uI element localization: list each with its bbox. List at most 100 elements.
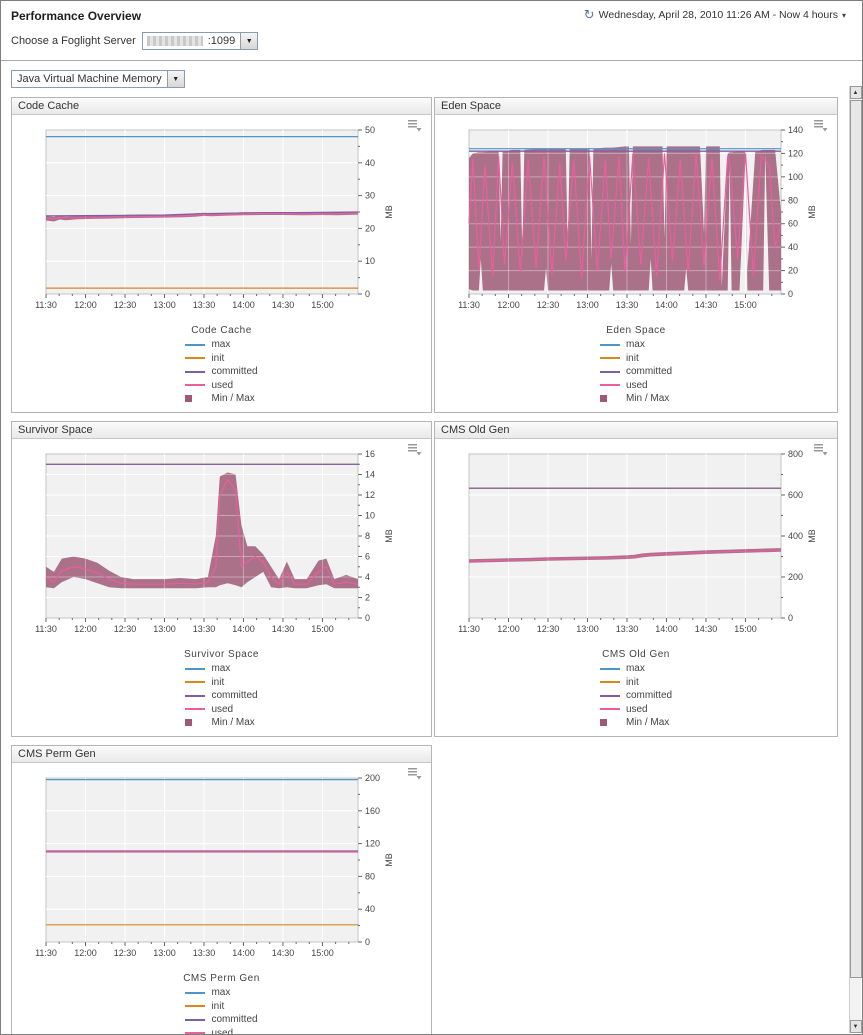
legend-label: used bbox=[211, 1027, 234, 1035]
svg-text:14:00: 14:00 bbox=[655, 624, 678, 634]
legend-item-init: init bbox=[185, 352, 257, 366]
svg-text:MB: MB bbox=[807, 205, 817, 219]
chart-menu-icon[interactable] bbox=[408, 767, 422, 780]
svg-text:11:30: 11:30 bbox=[458, 300, 480, 310]
legend-swatch-used bbox=[599, 708, 620, 711]
legend-label: max bbox=[211, 339, 231, 351]
legend-label: max bbox=[625, 339, 645, 351]
chart-menu-icon[interactable] bbox=[408, 119, 422, 132]
legend-item-init: init bbox=[599, 676, 672, 690]
series-committed bbox=[45, 211, 359, 217]
axis-ticks bbox=[45, 129, 362, 298]
legend-swatch-init bbox=[185, 357, 206, 360]
legend-item-max: max bbox=[599, 338, 672, 352]
header-separator bbox=[1, 60, 862, 61]
svg-text:15:00: 15:00 bbox=[311, 948, 334, 958]
scroll-down-icon[interactable]: ▼ bbox=[849, 1020, 862, 1033]
gridlines bbox=[46, 454, 358, 618]
svg-text:50: 50 bbox=[365, 125, 375, 135]
legend-item-committed: committed bbox=[185, 1013, 258, 1027]
svg-text:80: 80 bbox=[788, 195, 798, 205]
svg-text:12:30: 12:30 bbox=[114, 624, 137, 634]
svg-text:600: 600 bbox=[788, 490, 803, 500]
svg-text:8: 8 bbox=[365, 531, 370, 541]
svg-text:14:30: 14:30 bbox=[695, 300, 718, 310]
legend-title: CMS Perm Gen bbox=[183, 973, 260, 984]
legend-label: Min / Max bbox=[625, 393, 670, 405]
legend-title: Code Cache bbox=[191, 325, 252, 336]
chart-menu-icon[interactable] bbox=[408, 443, 422, 456]
chart-menu-icon[interactable] bbox=[814, 119, 828, 132]
legend-label: init bbox=[211, 1000, 225, 1012]
legend-item-max: max bbox=[185, 662, 257, 676]
panel-title: Survivor Space bbox=[12, 422, 431, 439]
chart-legend: Code Cache max init committed used Min / Max bbox=[12, 325, 431, 407]
legend-item-max: max bbox=[185, 338, 257, 352]
legend-label: max bbox=[211, 987, 231, 999]
legend-label: init bbox=[211, 676, 225, 688]
panel-body: 0 2 4 6 8 10 12 14 16 11:30 12:00 12:30 13:00 13:30 14… bbox=[12, 439, 431, 731]
svg-text:120: 120 bbox=[788, 148, 803, 158]
panel-body: 0 20 40 60 80 100 120 140 11:30 12:00 12:30 13:00 13… bbox=[435, 115, 837, 407]
time-range-icon: ↻ bbox=[583, 7, 595, 22]
svg-text:12:30: 12:30 bbox=[537, 624, 560, 634]
legend-label: Min / Max bbox=[211, 717, 255, 729]
legend-label: used bbox=[211, 703, 234, 715]
panel-body: 0 10 20 30 40 50 11:30 12:00 12:30 13:00 13:30 14:0… bbox=[12, 115, 431, 407]
svg-text:14:30: 14:30 bbox=[695, 624, 718, 634]
legend-label: used bbox=[625, 379, 648, 391]
svg-text:4: 4 bbox=[365, 572, 370, 582]
legend-label: Min / Max bbox=[625, 717, 670, 729]
svg-text:11:30: 11:30 bbox=[458, 624, 480, 634]
top-bar: Performance Overview ↻ Wednesday, April … bbox=[1, 1, 862, 25]
legend-swatch-minmax bbox=[185, 395, 193, 403]
svg-text:0: 0 bbox=[365, 613, 370, 623]
page-title: Performance Overview bbox=[11, 9, 142, 23]
panel-body: 0 40 80 120 160 200 11:30 12:00 12:30 13:00 13:30 1… bbox=[12, 763, 431, 1035]
svg-text:13:30: 13:30 bbox=[616, 624, 639, 634]
svg-text:15:00: 15:00 bbox=[311, 300, 334, 310]
svg-text:11:30: 11:30 bbox=[35, 300, 57, 310]
legend-title: Survivor Space bbox=[184, 649, 259, 660]
svg-text:13:30: 13:30 bbox=[193, 624, 216, 634]
scrollbar-thumb[interactable] bbox=[849, 100, 862, 978]
gridlines bbox=[46, 778, 358, 942]
svg-text:13:30: 13:30 bbox=[193, 300, 216, 310]
series-used bbox=[468, 153, 782, 280]
legend-swatch-used bbox=[599, 384, 620, 387]
svg-text:0: 0 bbox=[788, 613, 793, 623]
gridlines bbox=[469, 454, 781, 618]
svg-text:13:00: 13:00 bbox=[153, 948, 176, 958]
legend-swatch-committed bbox=[599, 370, 620, 373]
svg-text:11:30: 11:30 bbox=[35, 948, 57, 958]
legend-label: init bbox=[625, 676, 639, 688]
svg-text:12: 12 bbox=[365, 490, 375, 500]
time-range-selector[interactable]: ↻ Wednesday, April 28, 2010 11:26 AM - N… bbox=[583, 7, 846, 22]
legend-title: Eden Space bbox=[606, 325, 666, 336]
svg-text:13:00: 13:00 bbox=[576, 300, 599, 310]
legend-swatch-max bbox=[599, 343, 620, 346]
legend-swatch-used bbox=[185, 384, 206, 387]
legend-swatch-committed bbox=[599, 694, 620, 697]
axis-labels: 0 10 20 30 40 50 11:30 12:00 12:30 13:00 13:30 14:0… bbox=[35, 125, 394, 310]
legend-item-max: max bbox=[599, 662, 672, 676]
legend-swatch-minmax bbox=[185, 719, 193, 727]
server-combobox[interactable]: :1099 ▼ bbox=[141, 32, 259, 50]
time-range-text: Wednesday, April 28, 2010 11:26 AM - Now… bbox=[598, 9, 838, 21]
svg-text:14:30: 14:30 bbox=[272, 624, 295, 634]
metric-combobox-dropdown-icon[interactable]: ▼ bbox=[166, 71, 184, 87]
chart-plot: 0 2 4 6 8 10 12 14 16 11:30 12:00 12:30 13:00 13:30 14… bbox=[35, 449, 394, 634]
legend-item-max: max bbox=[185, 986, 257, 1000]
scroll-up-icon[interactable]: ▲ bbox=[849, 86, 862, 99]
svg-text:13:00: 13:00 bbox=[153, 624, 176, 634]
chart-menu-icon[interactable] bbox=[814, 443, 828, 456]
axis-labels: 0 20 40 60 80 100 120 140 11:30 12:00 12:30 13:00 13… bbox=[458, 125, 817, 310]
panel-title: Code Cache bbox=[12, 98, 431, 115]
metric-combobox[interactable]: Java Virtual Machine Memory ▼ bbox=[11, 70, 185, 88]
legend-label: committed bbox=[625, 366, 673, 378]
legend-swatch-init bbox=[599, 681, 620, 684]
legend-item-committed: committed bbox=[185, 365, 258, 379]
vertical-scrollbar[interactable]: ▲ ▼ bbox=[849, 86, 862, 1033]
server-combobox-dropdown-icon[interactable]: ▼ bbox=[240, 33, 258, 49]
